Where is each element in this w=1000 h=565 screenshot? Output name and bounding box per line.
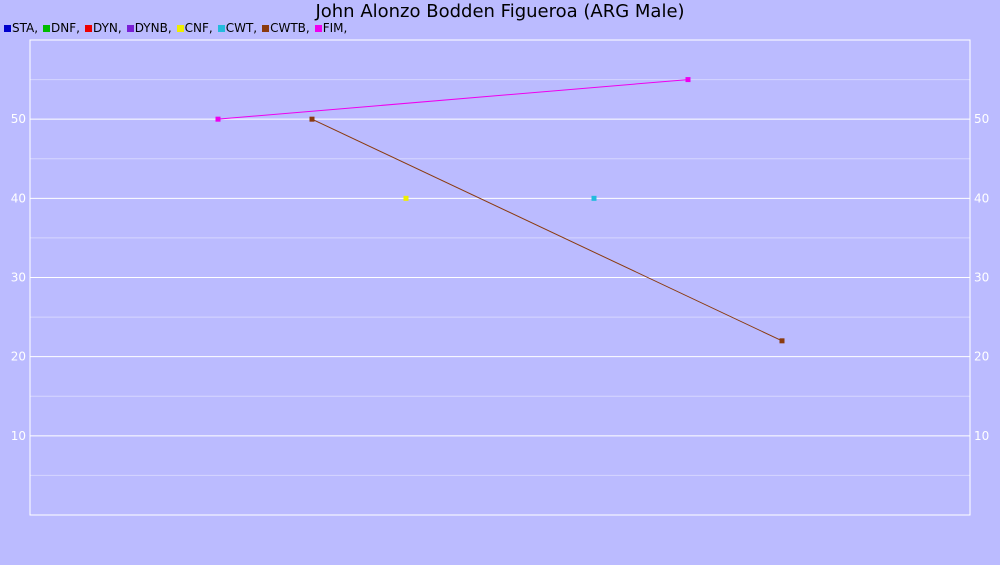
data-point-fim [685,77,691,83]
legend-label: CWTB, [270,21,310,35]
legend-swatch [314,24,322,32]
legend-item-sta: STA, [4,21,38,35]
y-tick-label-left: 50 [11,112,26,126]
legend-item-cnf: CNF, [176,21,213,35]
chart-title: John Alonzo Bodden Figueroa (ARG Male) [315,1,685,22]
legend-item-cwtb: CWTB, [262,21,310,35]
data-point-cwtb [779,338,785,344]
legend-swatch [126,24,134,32]
data-point-fim [215,116,221,122]
series-line-fim [217,79,689,120]
series-line-cwtb [311,118,783,342]
y-tick-label-right: 50 [974,112,989,126]
y-tick-label-left: 40 [11,191,26,205]
legend-label: CNF, [184,21,213,35]
data-point-cwt [591,195,597,201]
legend-label: CWT, [225,21,258,35]
legend-label: FIM, [322,21,348,35]
legend-label: STA, [12,21,39,35]
legend-item-dyn: DYN, [84,21,122,35]
data-point-cnf [403,195,409,201]
legend-swatch [176,24,184,32]
y-tick-label-left: 20 [11,350,26,364]
data-point-cwtb [309,116,315,122]
legend-item-dynb: DYNB, [126,21,172,35]
legend-label: DYN, [92,21,122,35]
y-tick-label-right: 40 [974,191,989,205]
legend-swatch [84,24,92,32]
plot-border [29,39,971,516]
legend-swatch [4,24,11,32]
legend-swatch [262,24,270,32]
y-tick-label-left: 30 [11,271,26,285]
legend-label: DNF, [51,21,80,35]
legend-swatch [217,24,225,32]
legend-item-fim: FIM, [314,21,348,35]
legend-label: DYNB, [134,21,172,35]
legend-item-cwt: CWT, [217,21,258,35]
y-tick-label-right: 30 [974,271,989,285]
y-tick-label-left: 10 [11,429,26,443]
legend-swatch [43,24,51,32]
y-tick-label-right: 10 [974,429,989,443]
y-tick-label-right: 20 [974,350,989,364]
legend: STA, DNF, DYN, DYNB, CNF, CWT, CWTB, FIM, [4,21,352,35]
legend-item-dnf: DNF, [43,21,80,35]
